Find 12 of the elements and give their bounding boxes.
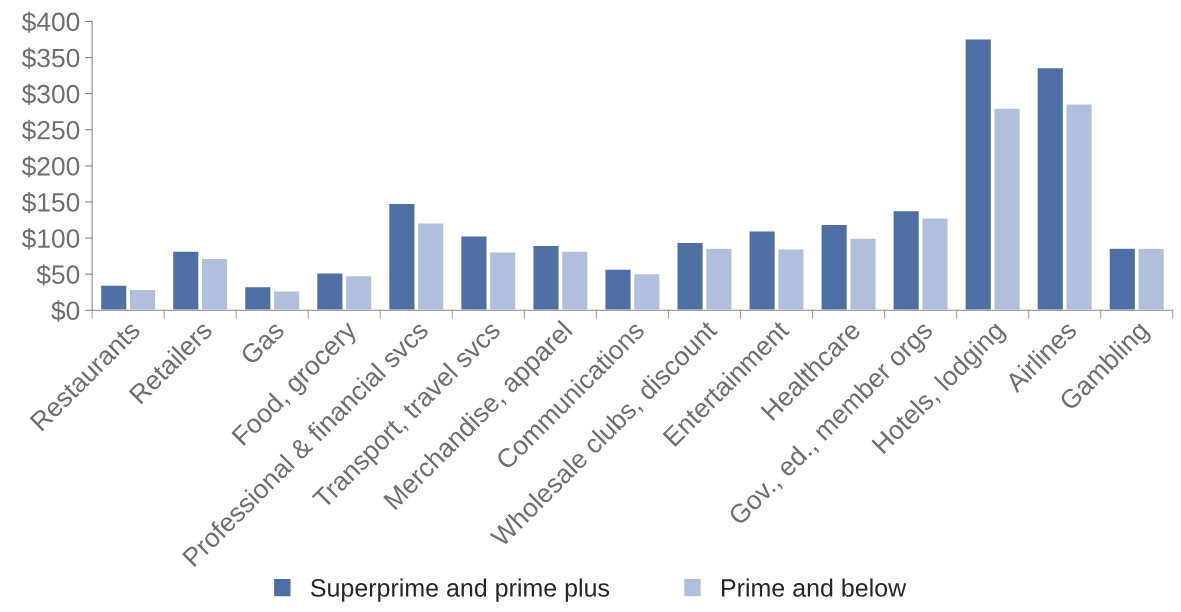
legend-label: Prime and below — [722, 578, 907, 597]
y-tick-label: $100 — [21, 228, 80, 250]
x-tick-label: Gas — [239, 319, 286, 366]
legend-label: Superprime and prime plus — [310, 578, 610, 602]
y-tick-label: $200 — [21, 155, 80, 178]
y-tick-label: $150 — [21, 191, 80, 214]
y-tick-label: $50 — [36, 264, 80, 286]
y-tick-label: $300 — [21, 83, 80, 106]
y-tick-label: $250 — [21, 119, 80, 142]
y-tick-label: $0 — [51, 300, 80, 322]
y-tick-label: $350 — [21, 47, 80, 69]
y-tick-label: $400 — [21, 11, 80, 33]
